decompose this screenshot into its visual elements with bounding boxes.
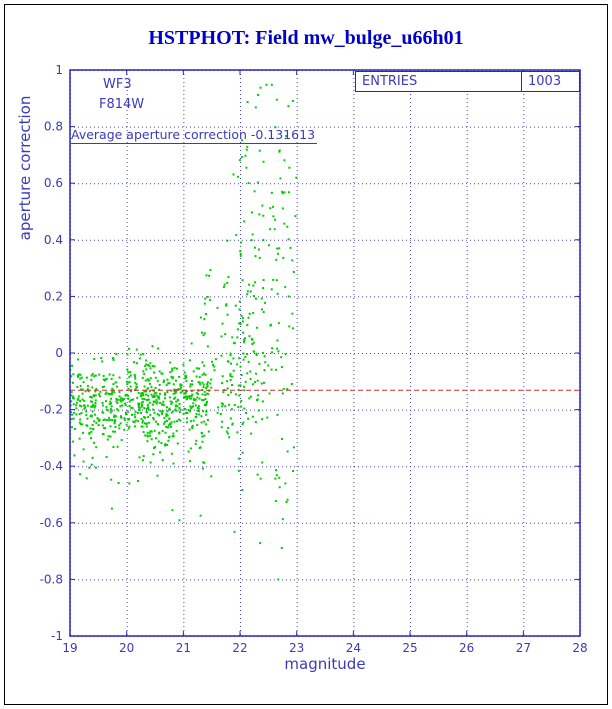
svg-text:22: 22 [232, 641, 247, 655]
svg-text:0.4: 0.4 [44, 233, 63, 247]
x-axis-label: magnitude [284, 655, 366, 673]
svg-text:0: 0 [55, 346, 63, 360]
svg-text:0.8: 0.8 [44, 120, 63, 134]
svg-text:21: 21 [176, 641, 191, 655]
svg-text:27: 27 [516, 641, 531, 655]
svg-text:-0.4: -0.4 [40, 459, 63, 473]
svg-text:19: 19 [62, 641, 77, 655]
filter-label: F814W [99, 97, 145, 112]
svg-text:-1: -1 [51, 629, 63, 643]
svg-text:28: 28 [572, 641, 587, 655]
svg-text:-0.8: -0.8 [40, 572, 63, 586]
svg-text:20: 20 [119, 641, 134, 655]
average-annotation: Average aperture correction -0.131613 [71, 127, 318, 144]
entries-label: ENTRIES [362, 74, 418, 89]
svg-text:23: 23 [289, 641, 304, 655]
y-axis-label: aperture correction [16, 95, 34, 241]
detector-label: WF3 [103, 77, 132, 92]
chart-title: HSTPHOT: Field mw_bulge_u66h01 [148, 27, 464, 49]
entries-value: 1003 [521, 72, 579, 91]
svg-text:24: 24 [346, 641, 361, 655]
entries-box: ENTRIES 1003 [355, 71, 580, 92]
svg-text:0.6: 0.6 [44, 176, 63, 190]
svg-text:1: 1 [55, 63, 63, 77]
svg-text:-0.2: -0.2 [40, 403, 63, 417]
svg-text:-0.6: -0.6 [40, 516, 63, 530]
svg-text:25: 25 [402, 641, 417, 655]
svg-text:26: 26 [459, 641, 474, 655]
svg-text:0.2: 0.2 [44, 289, 63, 303]
